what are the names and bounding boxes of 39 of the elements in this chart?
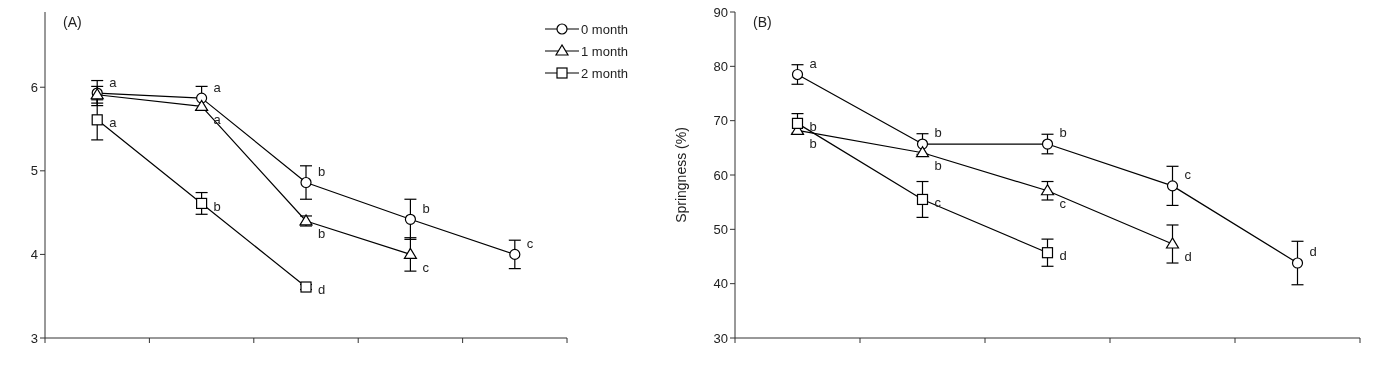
y-tick-label: 80 — [713, 58, 728, 74]
data-label: b — [809, 118, 817, 134]
data-label: b — [422, 200, 430, 216]
data-label: a — [809, 55, 818, 71]
data-label: c — [526, 235, 534, 251]
y-axis-title: Springness (%) — [672, 127, 689, 223]
data-label: d — [1184, 249, 1192, 265]
data-label: b — [934, 125, 942, 141]
y-tick-label: 30 — [713, 330, 728, 346]
data-label: b — [1059, 125, 1067, 141]
y-tick-label: 6 — [30, 79, 38, 95]
data-label: b — [318, 163, 326, 179]
chart-title: (B) — [753, 14, 772, 30]
data-label: a — [213, 111, 222, 127]
data-label: d — [1059, 248, 1067, 264]
chart-title: (A) — [63, 14, 82, 30]
data-label: a — [213, 79, 222, 95]
legend-label: 2 month — [581, 65, 628, 81]
data-label: b — [318, 226, 326, 242]
y-tick-label: 4 — [30, 247, 38, 263]
data-label: b — [213, 198, 221, 214]
data-label: c — [422, 259, 430, 275]
data-label: c — [1184, 167, 1192, 183]
data-label: b — [809, 135, 817, 151]
data-label: a — [109, 115, 118, 131]
y-tick-label: 90 — [713, 4, 728, 20]
y-tick-label: 60 — [713, 167, 728, 183]
data-label: c — [1059, 196, 1067, 212]
data-label: a — [109, 74, 118, 90]
y-tick-label: 70 — [713, 113, 728, 129]
data-label: d — [318, 282, 326, 298]
y-tick-label: 5 — [30, 163, 38, 179]
data-label: b — [934, 158, 942, 174]
data-label: d — [1309, 244, 1317, 260]
legend-label: 0 month — [581, 21, 628, 37]
y-tick-label: 3 — [30, 330, 38, 346]
y-tick-label: 50 — [713, 221, 728, 237]
y-tick-label: 40 — [713, 276, 728, 292]
legend-label: 1 month — [581, 43, 628, 59]
